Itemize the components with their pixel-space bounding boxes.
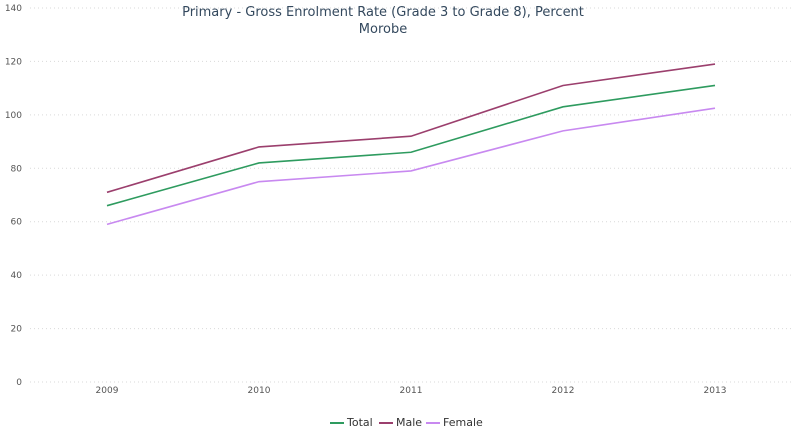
x-axis-ticks: 2009 2010 2011 2012 2013 [96,386,727,396]
legend: Total Male Female [330,416,483,429]
y-tick-label: 40 [11,271,23,281]
y-tick-label: 140 [5,4,22,14]
x-tick-label: 2013 [704,386,727,396]
legend-label-female: Female [443,416,483,429]
legend-item-female[interactable]: Female [426,416,483,429]
series-lines [106,63,716,226]
y-tick-label: 80 [11,164,23,174]
y-tick-label: 100 [5,111,22,121]
x-tick-label: 2009 [96,386,119,396]
legend-item-male[interactable]: Male [379,416,422,429]
x-tick-label: 2012 [552,386,575,396]
y-tick-label: 0 [16,378,22,388]
gridlines [30,7,792,383]
x-tick-label: 2010 [248,386,271,396]
y-tick-label: 60 [11,218,23,228]
y-axis-ticks: 0 20 40 60 80 100 120 140 [5,4,22,388]
y-tick-label: 20 [11,325,23,335]
chart-subtitle: Morobe [359,22,407,37]
legend-item-total[interactable]: Total [330,416,373,429]
legend-label-total: Total [346,416,373,429]
series-line-male[interactable] [106,63,716,194]
y-tick-label: 120 [5,57,22,67]
series-line-female[interactable] [106,107,716,226]
legend-label-male: Male [396,416,422,429]
x-tick-label: 2011 [400,386,423,396]
chart-title: Primary - Gross Enrolment Rate (Grade 3 … [182,5,584,20]
series-line-total[interactable] [106,84,716,207]
